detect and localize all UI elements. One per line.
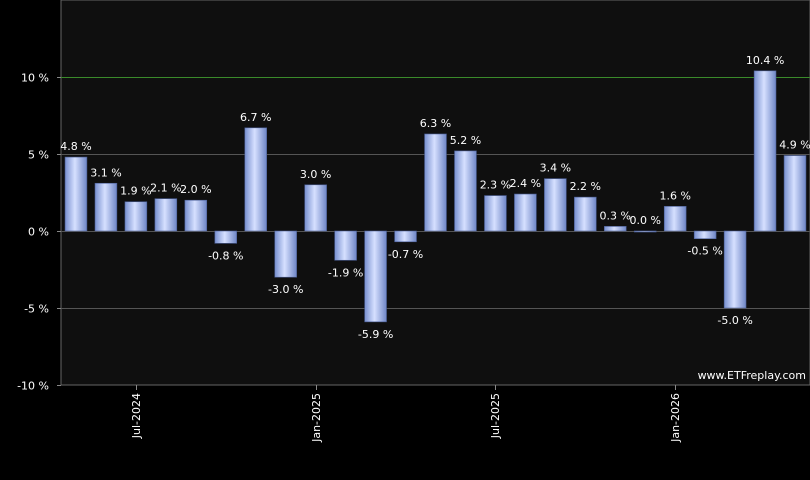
x-tick-label: Jan-2026 <box>669 393 682 443</box>
bar <box>633 230 657 233</box>
bar <box>514 193 537 232</box>
y-tick-label: 10 % <box>21 72 49 85</box>
data-label: -0.7 % <box>388 248 423 261</box>
x-tick-label: Jul-2025 <box>489 393 502 439</box>
data-label: 5.2 % <box>450 134 481 147</box>
bar <box>64 156 88 232</box>
bar <box>364 230 387 323</box>
bar <box>94 182 118 232</box>
bar <box>723 230 747 309</box>
data-label: 1.9 % <box>120 185 151 198</box>
data-labels: 4.8 % 3.1 % 1.9 %2.1 %2.0 % -0.8 % 6.7 % -3.0… <box>60 54 810 341</box>
data-label: 6.3 % <box>420 117 451 130</box>
bar <box>663 206 687 232</box>
bar <box>304 184 327 232</box>
bar <box>544 178 567 232</box>
bar <box>753 70 777 232</box>
bar <box>424 133 447 232</box>
data-label: 0.3 % <box>600 209 631 222</box>
x-tick-label: Jan-2025 <box>310 393 323 443</box>
y-tick-label: 0 % <box>28 226 49 239</box>
y-tick-label: -5 % <box>24 303 49 316</box>
data-label: 2.2 % <box>570 180 601 193</box>
bar <box>783 155 807 232</box>
bar <box>154 198 178 232</box>
data-label: 4.8 % <box>60 140 91 153</box>
bar <box>244 127 267 232</box>
bar <box>124 201 148 232</box>
data-label: 1.6 % <box>659 189 690 202</box>
data-label: -5.0 % <box>717 314 752 327</box>
watermark: www.ETFreplay.com <box>698 369 806 382</box>
data-label: 6.7 % <box>240 111 271 124</box>
data-label: -0.8 % <box>208 249 243 262</box>
data-label: 3.1 % <box>90 166 121 179</box>
data-label: 2.0 % <box>180 183 211 196</box>
y-tick-label: -10 % <box>17 380 49 393</box>
data-label: -3.0 % <box>268 283 303 296</box>
x-axis-ticks: Jul-2024 Jan-2025 Jul-2025 Jan-2026 <box>130 385 682 443</box>
bar <box>693 230 717 239</box>
y-axis-ticks: 10 % 5 % 0 % -5 % -10 % <box>17 72 61 393</box>
x-tick-label: Jul-2024 <box>130 393 143 439</box>
data-label: 2.3 % <box>480 179 511 192</box>
bar <box>214 230 238 244</box>
data-label: 0.0 % <box>629 214 660 227</box>
bar <box>484 195 507 232</box>
data-label: 4.9 % <box>779 139 810 152</box>
bar <box>334 230 357 261</box>
data-label: 10.4 % <box>746 54 784 67</box>
data-label: -5.9 % <box>358 328 393 341</box>
bar <box>394 230 417 243</box>
data-label: -0.5 % <box>687 245 722 258</box>
data-label: 2.1 % <box>150 182 181 195</box>
bar <box>184 199 208 232</box>
data-label: 3.4 % <box>540 162 571 175</box>
data-label: 2.4 % <box>510 177 541 190</box>
bar <box>454 150 477 232</box>
bar <box>574 196 597 232</box>
data-label: -1.9 % <box>328 266 363 279</box>
bar <box>604 226 627 232</box>
bar <box>274 230 297 278</box>
bars <box>64 70 807 323</box>
data-label: 3.0 % <box>300 168 331 181</box>
y-tick-label: 5 % <box>28 149 49 162</box>
